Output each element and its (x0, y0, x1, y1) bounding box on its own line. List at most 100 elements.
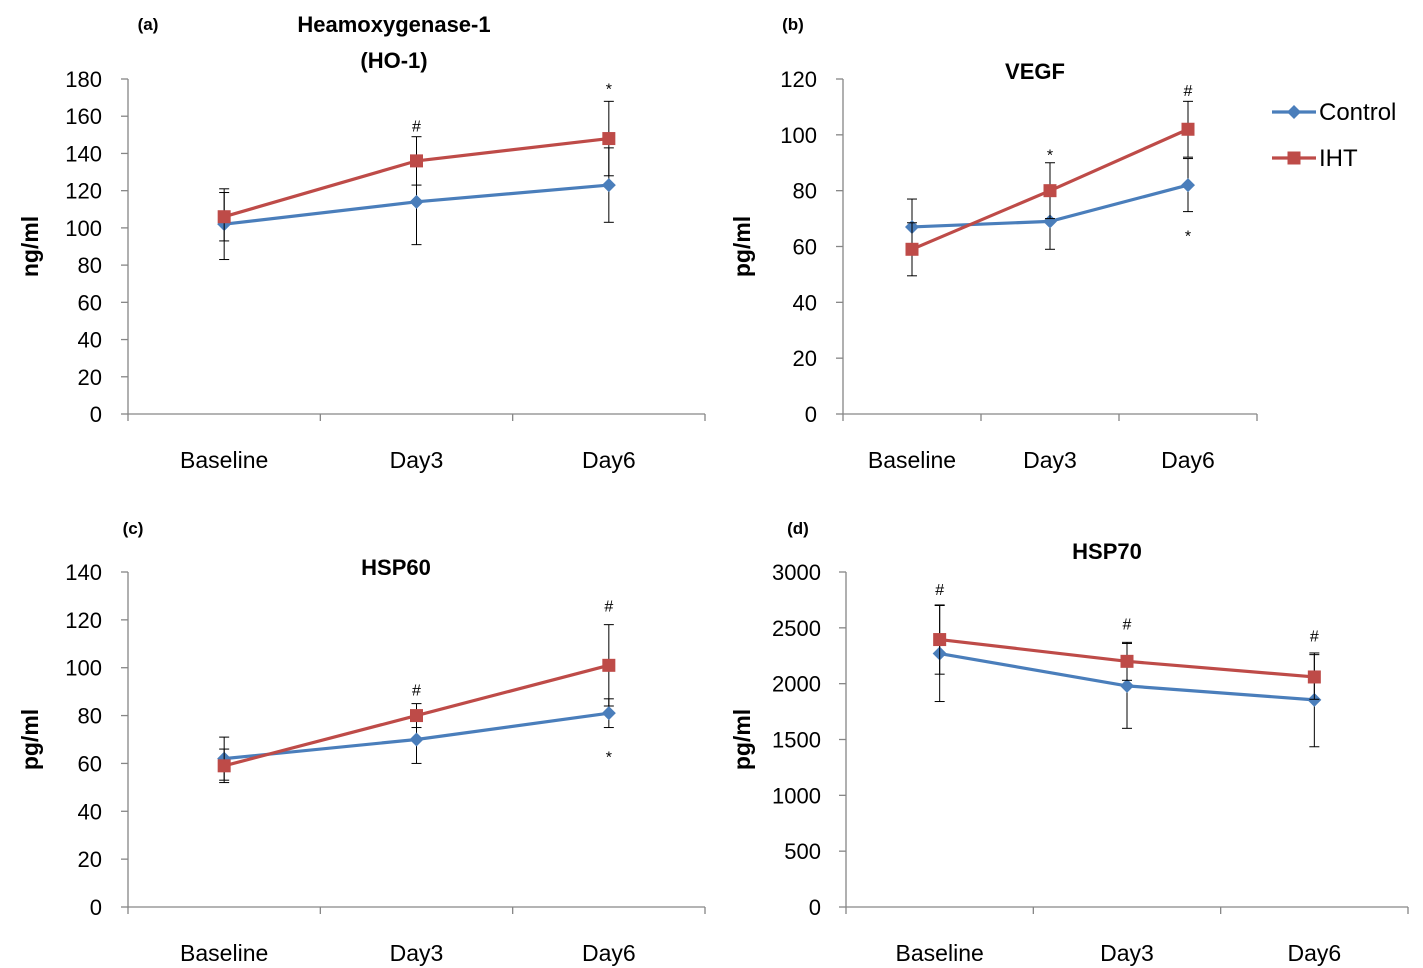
x-tick-label: Baseline (868, 447, 956, 473)
significance-marker: * (1047, 147, 1053, 164)
y-tick-label: 80 (78, 253, 102, 278)
y-axis-label: pg/ml (729, 709, 755, 770)
y-tick-label: 120 (780, 67, 817, 92)
significance-marker: # (412, 119, 421, 136)
x-tick-label: Day3 (390, 447, 444, 473)
y-tick-label: 120 (65, 608, 102, 633)
significance-marker: # (604, 599, 613, 616)
series-iht (933, 604, 1321, 700)
x-tick-label: Baseline (896, 940, 984, 966)
chart-panel-d: 0 500 1000 1500 2000 2500 3000 Baseline Day3 Day6… (729, 519, 1409, 966)
panel-label: (a) (138, 15, 159, 34)
y-tick-label: 100 (780, 123, 817, 148)
series-control (932, 605, 1322, 748)
data-point (1307, 670, 1321, 684)
significance-marker: * (1185, 228, 1191, 245)
y-tick-label: 40 (793, 290, 817, 315)
x-tick-label: Day6 (582, 447, 636, 473)
y-axis-label: pg/ml (729, 216, 755, 277)
x-tick-label: Day6 (1287, 940, 1341, 966)
y-tick-label: 80 (793, 179, 817, 204)
y-tick-label: 0 (90, 402, 102, 427)
y-tick-label: 80 (78, 704, 102, 729)
y-tick-label: 1500 (772, 728, 821, 753)
significance-marker: # (1184, 83, 1193, 100)
significance-marker: # (1310, 629, 1319, 646)
chart-panel-c: 0 20 40 60 80 100 120 140 Baseline Day3 Day6 (c) HSP… (17, 519, 706, 966)
series-iht (217, 100, 616, 242)
chart-title: Heamoxygenase-1 (297, 12, 490, 37)
chart-title: (HO-1) (360, 48, 427, 73)
data-point (410, 709, 423, 723)
y-tick-label: 60 (793, 235, 817, 260)
y-tick-label: 160 (65, 104, 102, 129)
data-point (933, 633, 947, 647)
data-point (602, 132, 616, 146)
data-point (601, 178, 616, 193)
y-tick-label: 500 (784, 839, 821, 864)
data-point (217, 759, 231, 773)
series-control (905, 158, 1195, 256)
y-axis-label: ng/ml (17, 216, 43, 277)
legend-marker (1287, 151, 1301, 165)
y-tick-label: 140 (65, 141, 102, 166)
panel-label: (c) (123, 519, 144, 538)
x-tick-label: Day3 (1023, 447, 1077, 473)
y-tick-label: 120 (65, 179, 102, 204)
data-point (1307, 692, 1322, 707)
y-tick-label: 20 (78, 365, 102, 390)
x-tick-label: Baseline (180, 447, 268, 473)
legend-label: Control (1319, 99, 1396, 126)
y-tick-label: 60 (78, 751, 102, 776)
y-tick-label: 0 (809, 895, 821, 920)
series-iht (905, 100, 1195, 277)
chart-panel-a: 0 20 40 60 80 100 120 140 160 180 Baseline Day3 Day6… (17, 12, 706, 473)
legend-marker (1287, 105, 1301, 119)
y-tick-label: 100 (65, 216, 102, 241)
legend: Control IHT (1272, 99, 1396, 172)
chart-title: HSP60 (361, 555, 431, 580)
chart-panel-b: 0 20 40 60 80 100 120 Baseline Day3 Day6 (b) VEGF pg… (729, 15, 1258, 473)
y-tick-label: 40 (78, 799, 102, 824)
panel-label: (b) (782, 15, 804, 34)
data-point (409, 194, 424, 209)
x-tick-label: Day3 (390, 940, 444, 966)
y-tick-label: 2500 (772, 616, 821, 641)
data-point (905, 242, 919, 256)
data-point (217, 210, 231, 224)
y-tick-label: 3000 (772, 560, 821, 585)
y-tick-label: 0 (805, 402, 817, 427)
x-tick-label: Day3 (1100, 940, 1154, 966)
significance-marker: # (412, 682, 421, 699)
chart-title: HSP70 (1072, 539, 1142, 564)
significance-marker: # (935, 582, 944, 599)
x-tick-label: Day6 (582, 940, 636, 966)
legend-label: IHT (1319, 145, 1358, 172)
y-tick-label: 2000 (772, 672, 821, 697)
significance-marker: * (606, 81, 612, 98)
y-tick-label: 100 (65, 656, 102, 681)
series-iht (217, 624, 616, 784)
y-tick-label: 140 (65, 560, 102, 585)
data-point (409, 732, 424, 747)
y-tick-label: 20 (78, 847, 102, 872)
significance-marker: * (606, 749, 612, 766)
y-tick-label: 40 (78, 328, 102, 353)
data-point (1043, 214, 1057, 229)
data-point (602, 658, 616, 672)
panel-label: (d) (787, 519, 809, 538)
data-point (1120, 654, 1134, 668)
series-control (217, 698, 616, 781)
y-tick-label: 20 (793, 346, 817, 371)
data-point (601, 706, 616, 721)
chart-title: VEGF (1005, 59, 1065, 84)
data-point (1043, 184, 1057, 198)
data-point (1181, 178, 1195, 193)
x-tick-label: Baseline (180, 940, 268, 966)
significance-marker: # (1123, 616, 1132, 633)
y-tick-label: 0 (90, 895, 102, 920)
y-axis-label: pg/ml (17, 709, 43, 770)
y-tick-label: 180 (65, 67, 102, 92)
data-point (1120, 678, 1134, 693)
